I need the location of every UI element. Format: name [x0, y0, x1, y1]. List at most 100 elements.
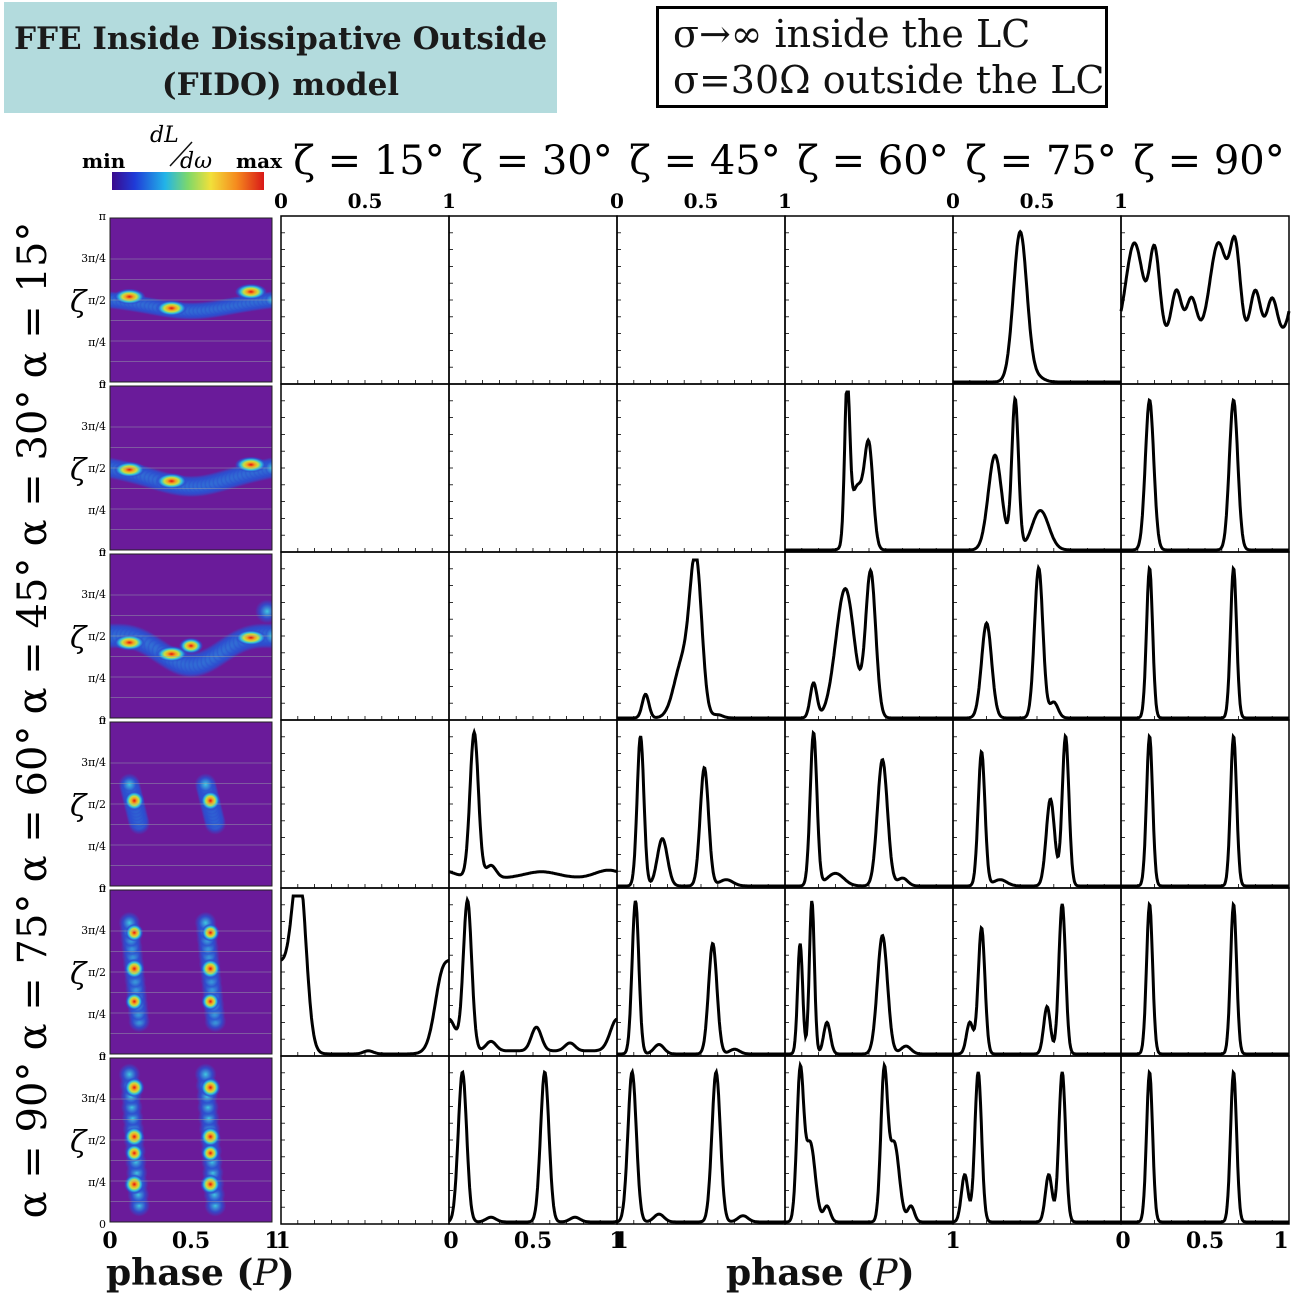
zeta-tick-label: π/2: [88, 462, 106, 475]
zeta-header: ζ = 45°: [629, 138, 781, 184]
zeta-axis-label: ζ: [70, 453, 88, 488]
light-curve-panel: [280, 887, 450, 1057]
zeta-tick-label: π/2: [88, 630, 106, 643]
colorbar-fraction-slash: [169, 141, 193, 167]
light-curve: [785, 900, 953, 1056]
light-curve: [1121, 900, 1289, 1056]
light-curve-panel: [280, 383, 450, 553]
emission-blob: [155, 473, 188, 490]
panel-frame: [784, 215, 954, 385]
light-curve: [785, 1060, 953, 1224]
zeta-tick-label: π/2: [88, 294, 106, 307]
zeta-header: ζ = 75°: [965, 138, 1117, 184]
colorbar-quantity-num: dL: [150, 123, 179, 148]
light-curve: [1121, 564, 1289, 720]
panel-frame: [280, 383, 450, 553]
panel-frame: [280, 551, 450, 721]
light-curve: [785, 729, 953, 888]
light-curve: [953, 732, 1121, 888]
sky-maps: [109, 217, 273, 1223]
light-curve: [785, 566, 953, 720]
bottom-tick-label: 1: [264, 1228, 279, 1254]
emission-blob: [255, 599, 272, 624]
panel-frame: [448, 719, 618, 889]
light-curve: [617, 900, 785, 1056]
panel-frame: [616, 1055, 786, 1225]
light-curve-panel: [1119, 215, 1291, 385]
light-curve: [448, 895, 618, 1053]
sky-map: [109, 889, 273, 1055]
panel-frame: [448, 383, 618, 553]
zeta-header: ζ = 30°: [461, 138, 613, 184]
panel-frame: [616, 383, 786, 553]
light-curve-panel: [952, 215, 1122, 385]
light-curve-panel: [280, 719, 450, 889]
light-curve-panel: [1120, 1055, 1290, 1225]
alpha-label: α = 30°: [10, 390, 56, 547]
zeta-tick-label: 3π/4: [81, 252, 106, 265]
light-curve-panel: [784, 383, 954, 553]
light-curve-panel: [952, 383, 1122, 553]
emission-blob: [234, 456, 267, 473]
light-curve-panel: [448, 719, 618, 889]
light-curve: [953, 903, 1121, 1056]
emission-blob: [200, 1077, 221, 1098]
emission-blob: [155, 300, 188, 317]
colorbar: min max dL dω: [82, 123, 283, 190]
zeta-tick-label: 3π/4: [81, 756, 106, 769]
top-tick-label: 0.5: [348, 189, 383, 213]
top-tick-label: 0: [610, 189, 624, 213]
zeta-tick-label: π/2: [88, 1134, 106, 1147]
sky-map-frame: [109, 1057, 273, 1223]
zeta-tick-label: 0: [99, 714, 106, 727]
top-tick-label: 0.5: [684, 189, 719, 213]
light-curve: [616, 1067, 786, 1224]
panel-frame: [280, 887, 450, 1057]
sky-map-frame: [109, 553, 273, 719]
emission-blob: [234, 283, 267, 300]
emission-blob: [118, 773, 141, 796]
panel-frame: [1120, 215, 1290, 385]
light-curve: [953, 229, 1121, 384]
zeta-tick-label: π: [99, 210, 106, 223]
emission-blob: [200, 1126, 221, 1147]
zeta-tick-label: 3π/4: [81, 420, 106, 433]
zeta-tick-label: π: [99, 714, 106, 727]
alpha-label: α = 45°: [10, 558, 56, 715]
light-curve-panel: [1120, 887, 1290, 1057]
light-curve-panel: [448, 887, 618, 1057]
light-curve-panel: [784, 887, 954, 1057]
panel-frame: [280, 1055, 450, 1225]
light-curve-panel: [784, 551, 954, 721]
light-curve-panel: [952, 887, 1122, 1057]
top-tick-label: 0: [946, 189, 960, 213]
sky-map: [109, 553, 273, 719]
bottom-tick-label: 1: [275, 1228, 290, 1254]
panel-frame: [448, 551, 618, 721]
light-curve: [952, 1071, 1122, 1224]
sky-map-frame: [109, 721, 273, 887]
emission-blob: [124, 958, 145, 979]
light-curve-panel: [280, 215, 450, 385]
panel-frame: [448, 1055, 618, 1225]
zeta-tick-label: 0: [99, 1050, 106, 1063]
zeta-tick-label: 0: [99, 1218, 106, 1231]
alpha-labels: α = 15° ζ π 3π/4 π/2 π/4 0 α = 30° ζ π 3π/4 π/2 π/4 0…: [10, 210, 106, 1231]
conditions-box: σ→∞ inside the LC σ=30Ω outside the LC: [656, 6, 1108, 108]
zeta-tick-label: 0: [99, 882, 106, 895]
emission-blob: [200, 1174, 221, 1195]
emission-blob: [201, 992, 220, 1011]
emission-blob: [201, 923, 220, 942]
emission-blob: [124, 1126, 145, 1147]
bottom-tick-label: 1: [609, 1228, 624, 1254]
zeta-tick-label: π/4: [88, 1008, 106, 1021]
emission-blob: [124, 1174, 145, 1195]
light-curve-panel: [616, 719, 786, 889]
emission-blob: [125, 992, 144, 1011]
figure-grid: min max dL dω ζ = 15° ζ = 30° ζ = 45° ζ = 6…: [10, 123, 1291, 1254]
panel-frame: [616, 551, 786, 721]
condition-outside: σ=30Ω outside the LC: [673, 58, 1105, 102]
emission-blob: [201, 1144, 220, 1163]
light-curve-panel: [616, 551, 786, 721]
top-tick-label: 1: [1114, 189, 1128, 213]
